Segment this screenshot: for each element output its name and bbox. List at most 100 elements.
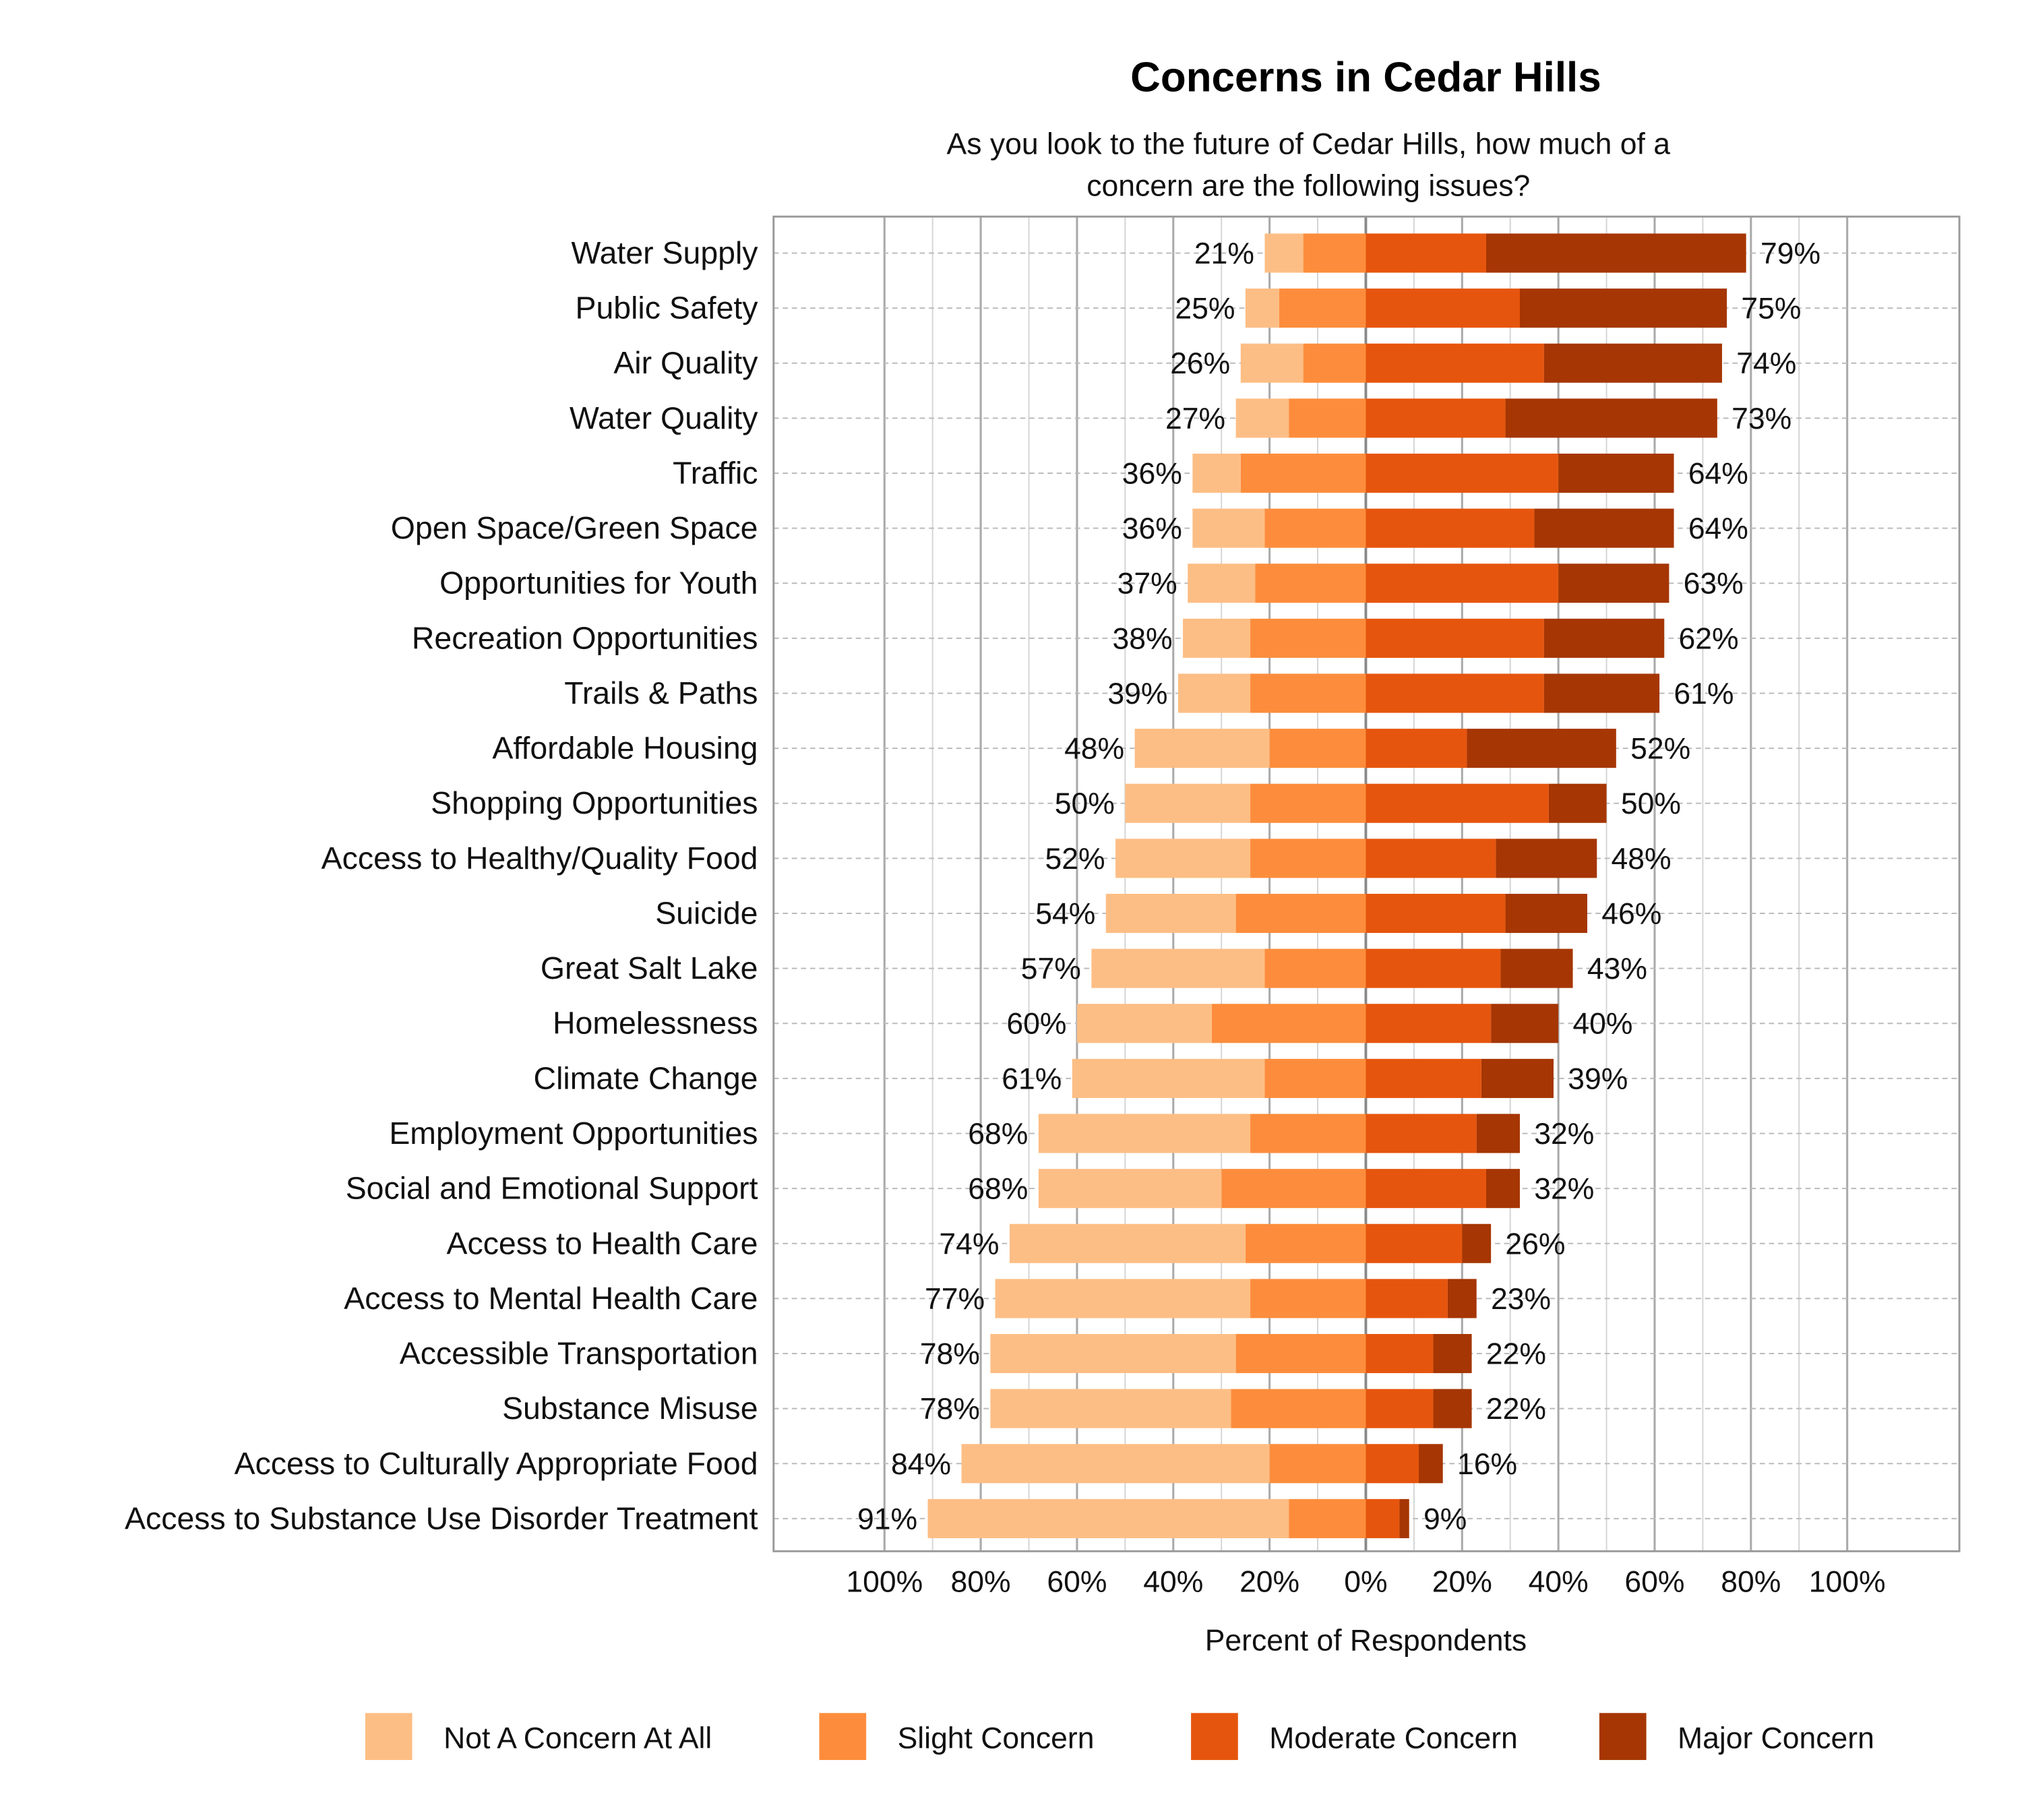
bar-not-a-concern <box>1245 289 1279 328</box>
bar-major-concern <box>1419 1444 1443 1484</box>
category-label: Traffic <box>673 455 758 490</box>
legend-swatch <box>819 1713 867 1760</box>
bar-moderate-concern <box>1366 233 1486 273</box>
bar-moderate-concern <box>1366 1389 1434 1428</box>
right-total-label: 32% <box>1534 1118 1594 1151</box>
right-total-label: 22% <box>1486 1338 1546 1371</box>
category-label: Great Salt Lake <box>541 950 758 985</box>
bar-moderate-concern <box>1366 564 1559 603</box>
left-total-label: 91% <box>857 1503 917 1536</box>
bar-slight-concern <box>1245 1223 1366 1263</box>
left-total-label: 50% <box>1055 787 1115 820</box>
category-label: Water Quality <box>570 400 758 435</box>
bar-not-a-concern <box>1009 1223 1246 1263</box>
category-label: Water Supply <box>572 235 759 270</box>
bar-moderate-concern <box>1366 783 1549 823</box>
bar-slight-concern <box>1221 1169 1366 1209</box>
left-total-label: 48% <box>1064 733 1124 766</box>
category-label: Open Space/Green Space <box>391 510 758 545</box>
x-tick-label: 60% <box>1047 1565 1107 1598</box>
bar-slight-concern <box>1250 1114 1366 1153</box>
category-label: Air Quality <box>613 345 758 380</box>
bar-not-a-concern <box>1240 343 1304 383</box>
legend-swatch <box>1191 1713 1238 1760</box>
left-total-label: 25% <box>1175 293 1235 326</box>
left-total-label: 78% <box>920 1338 980 1371</box>
right-total-label: 79% <box>1760 237 1820 270</box>
bar-moderate-concern <box>1366 1114 1477 1153</box>
bar-slight-concern <box>1264 948 1366 988</box>
category-label: Access to Culturally Appropriate Food <box>235 1446 758 1481</box>
bar-moderate-concern <box>1366 948 1501 988</box>
legend-swatch <box>1599 1713 1647 1760</box>
right-total-label: 26% <box>1505 1227 1565 1261</box>
bar-not-a-concern <box>1038 1114 1251 1153</box>
bar-slight-concern <box>1264 508 1366 548</box>
bar-slight-concern <box>1250 673 1366 713</box>
bar-moderate-concern <box>1366 1058 1481 1098</box>
bar-not-a-concern <box>990 1333 1236 1374</box>
right-total-label: 75% <box>1741 293 1801 326</box>
legend: Not A Concern At All Slight Concern Modera… <box>365 1713 1874 1760</box>
chart-subtitle-line-1: As you look to the future of Cedar Hills… <box>947 127 1671 160</box>
category-label: Shopping Opportunities <box>431 785 758 820</box>
left-total-label: 38% <box>1112 622 1172 655</box>
category-label: Affordable Housing <box>492 731 758 766</box>
bar-major-concern <box>1399 1498 1409 1538</box>
bar-not-a-concern <box>1125 783 1251 823</box>
bar-not-a-concern <box>1038 1169 1222 1209</box>
bar-major-concern <box>1548 783 1607 823</box>
bar-major-concern <box>1496 839 1597 878</box>
bar-major-concern <box>1476 1114 1520 1153</box>
bar-major-concern <box>1543 343 1722 383</box>
bar-slight-concern <box>1279 289 1366 328</box>
category-label: Homelessness <box>553 1006 758 1041</box>
bar-not-a-concern <box>1192 508 1265 548</box>
bar-slight-concern <box>1289 1498 1366 1538</box>
left-total-label: 52% <box>1045 843 1105 876</box>
bar-major-concern <box>1433 1333 1472 1374</box>
right-total-label: 22% <box>1486 1393 1546 1426</box>
right-total-label: 52% <box>1630 733 1690 766</box>
x-tick-label: 80% <box>951 1565 1011 1598</box>
plot-frame <box>772 215 1961 1552</box>
bar-major-concern <box>1491 1004 1559 1043</box>
bar-slight-concern <box>1303 343 1366 383</box>
right-total-label: 50% <box>1621 787 1681 820</box>
left-total-label: 36% <box>1122 457 1182 490</box>
bar-not-a-concern <box>1177 673 1251 713</box>
category-label: Opportunities for Youth <box>439 566 758 601</box>
bar-moderate-concern <box>1366 398 1506 438</box>
bar-moderate-concern <box>1366 1004 1492 1043</box>
labels: Water Supply 21% 79% Public Safety 25% 75% Air… <box>125 235 1820 1536</box>
bar-major-concern <box>1543 673 1660 713</box>
chart-title: Concerns in Cedar Hills <box>1130 54 1601 100</box>
category-label: Climate Change <box>534 1060 758 1095</box>
bar-not-a-concern <box>1076 1004 1212 1043</box>
bar-moderate-concern <box>1366 1169 1486 1209</box>
bar-moderate-concern <box>1366 1333 1434 1374</box>
x-tick-label: 100% <box>1809 1565 1886 1598</box>
chart-subtitle-line-2: concern are the following issues? <box>1086 169 1530 202</box>
right-total-label: 9% <box>1423 1503 1467 1536</box>
left-total-label: 57% <box>1021 952 1081 985</box>
bar-major-concern <box>1558 564 1669 603</box>
bar-moderate-concern <box>1366 508 1535 548</box>
bar-major-concern <box>1447 1279 1477 1318</box>
category-label: Access to Healthy/Quality Food <box>321 841 758 876</box>
x-tick-label: 20% <box>1239 1565 1299 1598</box>
bar-slight-concern <box>1289 398 1366 438</box>
bar-not-a-concern <box>1091 948 1265 988</box>
right-total-label: 39% <box>1568 1062 1628 1095</box>
category-label: Social and Emotional Support <box>346 1171 758 1206</box>
bar-slight-concern <box>1250 1279 1366 1318</box>
bar-not-a-concern <box>1105 893 1236 934</box>
x-tick-label: 20% <box>1432 1565 1492 1598</box>
x-tick-label: 100% <box>846 1565 923 1598</box>
bar-moderate-concern <box>1366 343 1544 383</box>
x-tick-label: 40% <box>1529 1565 1589 1598</box>
category-label: Recreation Opportunities <box>412 620 758 655</box>
x-tick-label: 40% <box>1143 1565 1203 1598</box>
bar-not-a-concern <box>961 1444 1270 1484</box>
